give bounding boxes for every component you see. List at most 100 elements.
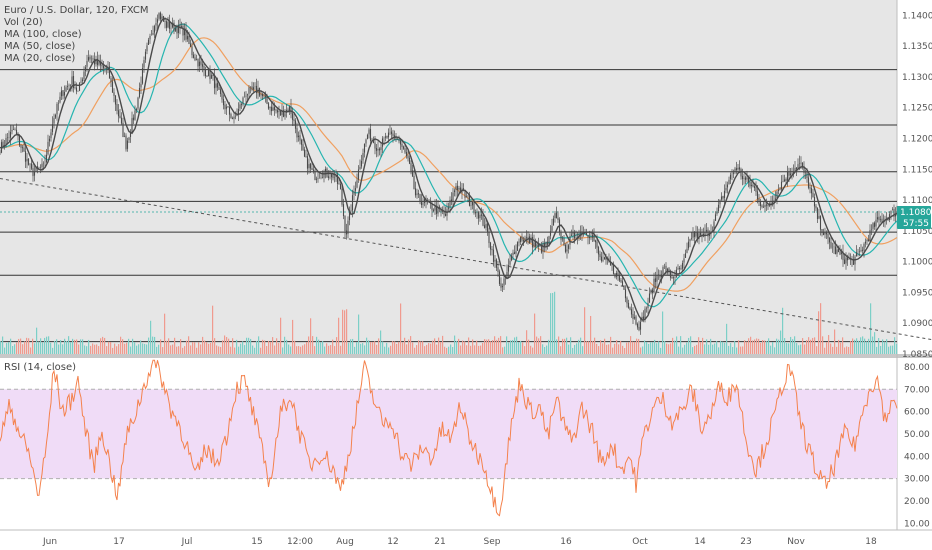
volume-bar: [138, 344, 140, 354]
volume-bar: [142, 343, 144, 354]
volume-bar: [588, 341, 590, 354]
volume-bar: [516, 336, 518, 354]
volume-bar: [606, 344, 608, 354]
volume-bar: [632, 341, 634, 354]
volume-bar: [834, 329, 836, 354]
time-tick-label: Jul: [181, 537, 193, 547]
volume-bar: [528, 339, 530, 354]
volume-bar: [386, 342, 388, 354]
volume-bar: [316, 336, 318, 354]
volume-bar: [540, 336, 542, 354]
volume-bar: [244, 345, 246, 354]
volume-bar: [784, 338, 786, 354]
price-tick-label: 1.09000: [902, 319, 932, 329]
volume-bar: [690, 336, 692, 354]
volume-bar: [210, 342, 212, 354]
rsi-tick-label: 60.00: [904, 408, 930, 418]
volume-bar: [496, 339, 498, 354]
volume-bar: [260, 347, 262, 354]
volume-bar: [308, 336, 310, 354]
volume-bar: [100, 338, 102, 354]
volume-bar: [332, 339, 334, 354]
price-tick-label: 1.11000: [902, 196, 932, 206]
volume-bar: [20, 338, 22, 354]
volume-bar: [160, 339, 162, 354]
volume-bar: [150, 320, 152, 354]
volume-bar: [106, 346, 108, 354]
volume-bar: [608, 344, 610, 354]
volume-bar: [512, 339, 514, 354]
volume-bar: [620, 340, 622, 354]
legend-symbol[interactable]: Euro / U.S. Dollar, 120, FXCM: [4, 5, 149, 16]
volume-bar: [472, 339, 474, 354]
price-tick-label: 1.10500: [902, 227, 932, 237]
volume-bar: [246, 337, 248, 354]
volume-bar: [170, 345, 172, 354]
volume-bar: [274, 345, 276, 354]
volume-bar: [740, 346, 742, 354]
volume-bar: [10, 338, 12, 354]
legend-rsi[interactable]: RSI (14, close): [4, 362, 76, 373]
volume-bar: [492, 340, 494, 354]
volume-bar: [270, 341, 272, 354]
volume-bar: [582, 346, 584, 354]
time-tick-label: 21: [434, 537, 445, 547]
price-tick-label: 1.12500: [902, 104, 932, 114]
legend-ma50[interactable]: MA (50, close): [4, 41, 75, 52]
legend-vol[interactable]: Vol (20): [4, 17, 43, 28]
time-tick-label: Jun: [42, 537, 57, 547]
volume-bar: [854, 339, 856, 354]
legend-ma20[interactable]: MA (20, close): [4, 53, 75, 64]
volume-bar: [732, 347, 734, 354]
volume-bar: [360, 343, 362, 354]
volume-bar: [74, 339, 76, 354]
volume-bar: [478, 345, 480, 354]
trendline-layer: [0, 178, 932, 341]
rsi-axis[interactable]: [897, 358, 932, 530]
volume-bar: [396, 343, 398, 354]
volume-bar: [180, 339, 182, 354]
pane-separator[interactable]: [0, 354, 932, 358]
volume-bar: [278, 342, 280, 354]
volume-bar: [168, 338, 170, 354]
volume-bar: [314, 346, 316, 354]
volume-bar: [78, 344, 80, 354]
volume-bar: [806, 340, 808, 354]
volume-bar: [850, 341, 852, 354]
volume-bar: [230, 346, 232, 354]
volume-bar: [660, 347, 662, 354]
volume-bar: [434, 338, 436, 354]
volume-bar: [340, 345, 342, 354]
volume-bar: [466, 345, 468, 354]
rsi-tick-label: 20.00: [904, 497, 930, 507]
volume-bar: [532, 347, 534, 354]
volume-bar: [48, 336, 50, 354]
price-pane[interactable]: [0, 0, 897, 354]
volume-bar: [172, 344, 174, 354]
volume-bar: [294, 340, 296, 354]
time-tick-label: 12: [387, 537, 398, 547]
volume-bar: [8, 341, 10, 354]
volume-bar: [700, 342, 702, 354]
volume-bar: [894, 337, 896, 354]
volume-bar: [708, 344, 710, 354]
price-axis[interactable]: [897, 0, 932, 354]
volume-bar: [90, 345, 92, 354]
volume-bar: [452, 347, 454, 354]
volume-bar: [206, 342, 208, 354]
volume-bar: [44, 337, 46, 354]
volume-bar: [876, 346, 878, 354]
volume-bar: [276, 338, 278, 354]
time-tick-label: 23: [740, 537, 751, 547]
volume-bar: [872, 336, 874, 354]
volume-bar: [822, 336, 824, 354]
volume-bar: [258, 336, 260, 354]
volume-bar: [572, 347, 574, 354]
time-axis[interactable]: [0, 530, 932, 550]
volume-bar: [200, 344, 202, 354]
volume-bar: [186, 340, 188, 354]
volume-bar: [218, 346, 220, 354]
legend-ma100[interactable]: MA (100, close): [4, 29, 82, 40]
volume-bar: [498, 337, 500, 354]
volume-bar: [68, 336, 70, 354]
